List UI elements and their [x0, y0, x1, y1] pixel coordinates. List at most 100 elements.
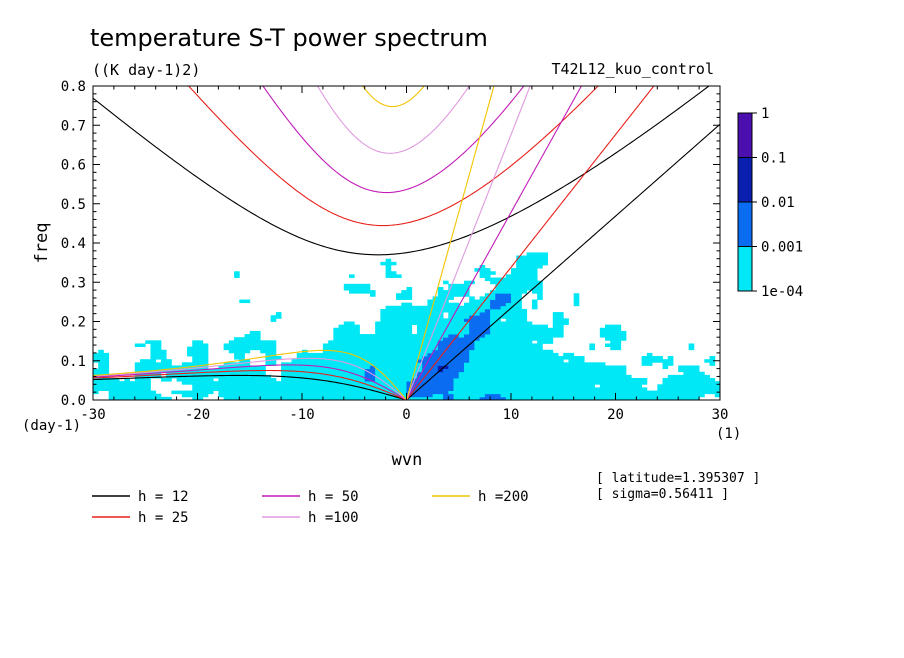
contour-cell [369, 340, 376, 344]
contour-cell [625, 396, 632, 400]
contour-cell [380, 396, 387, 400]
contour-cell [302, 387, 308, 391]
contour-cell [223, 384, 230, 388]
contour-cell [302, 371, 308, 376]
contour-cell [578, 393, 585, 398]
y-tick-label: 0.0 [61, 393, 86, 409]
contour-cell [516, 286, 522, 291]
curve-er-h100 [93, 357, 407, 400]
contour-cell [406, 396, 413, 400]
contour-cell [160, 352, 167, 357]
contour-cell [537, 252, 543, 256]
contour-cell [401, 378, 407, 382]
contour-cell [505, 296, 512, 300]
contour-cell [260, 378, 266, 382]
contour-cell [558, 315, 564, 319]
contour-cell [427, 352, 434, 357]
contour-cell [443, 343, 449, 348]
contour-cell [605, 368, 611, 373]
contour-cell [187, 362, 193, 366]
contour-cell [401, 381, 407, 385]
contour-cell [469, 384, 475, 388]
contour-cell [516, 261, 522, 266]
contour-cell [322, 387, 329, 391]
contour-cell [495, 280, 501, 285]
contour-cell [474, 330, 481, 335]
contour-cell [364, 356, 371, 360]
contour-cell [542, 327, 548, 332]
contour-cell [610, 324, 616, 329]
contour-cell [108, 396, 115, 400]
contour-cell [516, 352, 522, 357]
contour-cell [500, 330, 507, 335]
contour-cell [641, 393, 648, 398]
contour-cell [396, 352, 402, 357]
contour-cell [275, 396, 282, 400]
contour-cell [406, 330, 413, 335]
contour-cell [667, 396, 674, 400]
contour-cell [537, 378, 543, 382]
contour-cell [505, 396, 512, 400]
contour-cell [239, 349, 245, 354]
contour-cell [176, 390, 183, 395]
contour-cell [458, 286, 465, 291]
contour-cell [317, 396, 324, 400]
contour-cell [578, 359, 585, 363]
contour-cell [343, 337, 350, 341]
contour-cell [406, 286, 413, 291]
contour-cell [239, 393, 245, 398]
contour-cell [254, 340, 261, 344]
contour-cell [129, 396, 136, 400]
contour-cell [239, 359, 245, 363]
latitude-info: [ latitude=1.395307 ] [596, 471, 760, 486]
contour-cell [406, 362, 413, 366]
contour-cell [349, 346, 355, 351]
y-tick-label: 0.8 [61, 79, 86, 95]
contour-cell [672, 390, 679, 395]
contour-cell [505, 283, 512, 288]
contour-cell [406, 356, 413, 360]
contour-cell [552, 324, 559, 329]
contour-cell [140, 390, 146, 395]
contour-cell [558, 312, 564, 316]
contour-cell [479, 390, 486, 395]
contour-cell [364, 371, 371, 376]
contour-cell [155, 349, 162, 354]
contour-cell [98, 371, 104, 376]
contour-cell [322, 390, 329, 395]
contour-cell [469, 334, 475, 338]
contour-cell [437, 384, 444, 388]
contour-cell [244, 334, 251, 338]
contour-cell [490, 302, 496, 307]
contour-cell [416, 343, 423, 348]
contour-cell [192, 390, 198, 395]
contour-cell [396, 356, 402, 360]
curve-er-h50 [93, 364, 407, 400]
contour-cell [207, 381, 214, 385]
contour-cell [437, 327, 444, 332]
contour-cell [678, 381, 684, 385]
contour-cell [228, 340, 235, 344]
contour-cell [625, 384, 632, 388]
contour-cell [354, 290, 360, 294]
contour-cell [558, 330, 564, 335]
contour-cell [416, 334, 423, 338]
contour-cell [124, 381, 130, 385]
legend-item: h =100 [262, 510, 359, 526]
contour-cell [249, 343, 256, 348]
contour-cell [605, 337, 611, 341]
contour-cell [516, 308, 522, 313]
contour-cell [662, 362, 669, 366]
contour-cell [432, 343, 439, 348]
contour-cell [103, 381, 110, 385]
contour-cell [432, 349, 439, 354]
contour-cell [254, 384, 261, 388]
contour-cell [244, 299, 251, 304]
contour-cell [547, 378, 554, 382]
contour-cell [166, 362, 172, 366]
contour-cell [207, 368, 214, 373]
contour-cell [427, 327, 434, 332]
contour-cell [573, 378, 580, 382]
contour-cell [683, 374, 690, 379]
contour-cell [704, 359, 710, 363]
